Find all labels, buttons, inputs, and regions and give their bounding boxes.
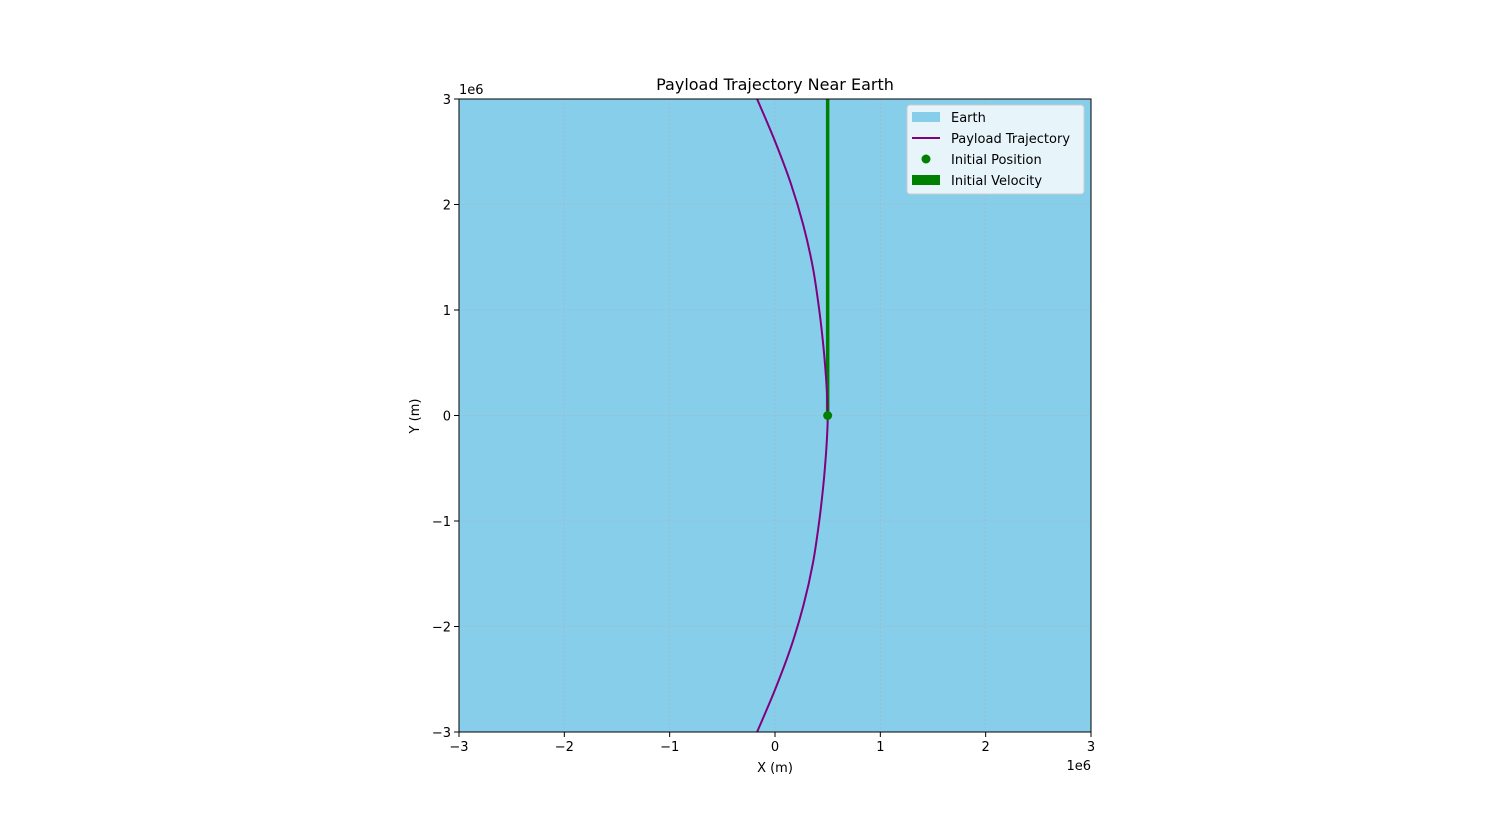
- y-tick-label: 1: [443, 304, 451, 319]
- y-axis-label: Y (m): [408, 399, 423, 435]
- legend-box: [906, 104, 1085, 195]
- y-tick-label: −3: [432, 726, 451, 741]
- legend-label: Earth: [951, 111, 986, 126]
- x-tick-label: 0: [771, 740, 779, 755]
- x-tick-label: 2: [982, 740, 990, 755]
- legend-item-earth: Earth: [912, 111, 986, 126]
- y-tick-label: 2: [443, 199, 451, 214]
- y-tick-label: −2: [432, 621, 451, 636]
- x-axis-label: X (m): [757, 761, 793, 776]
- axes: −3 −2 −1 0 1 2 3 −3 −2 −1 0 1 2 3: [432, 93, 1095, 755]
- y-tick-label: −1: [432, 515, 451, 530]
- plot-content: [756, 99, 833, 732]
- legend-swatch: [912, 175, 940, 185]
- legend-item-initial-position: Initial Position: [921, 153, 1042, 168]
- x-tick-label: −1: [660, 740, 679, 755]
- plot-area: [458, 98, 1092, 733]
- x-axis-offset: 1e6: [1066, 759, 1091, 774]
- x-tick-label: −2: [555, 740, 574, 755]
- y-tick-label: 0: [443, 410, 451, 425]
- chart-title: Payload Trajectory Near Earth: [656, 75, 894, 94]
- legend-swatch: [921, 154, 931, 164]
- legend-label: Payload Trajectory: [951, 132, 1070, 147]
- x-tick-label: 1: [876, 740, 884, 755]
- legend-item-initial-velocity: Initial Velocity: [912, 174, 1042, 189]
- y-tick-label: 3: [443, 93, 451, 108]
- x-tick-label: 3: [1087, 740, 1095, 755]
- legend-swatch: [912, 112, 940, 122]
- legend-label: Initial Velocity: [951, 174, 1042, 189]
- legend: Earth Payload Trajectory Initial Position I…: [906, 104, 1085, 195]
- legend-label: Initial Position: [951, 153, 1042, 168]
- y-axis-offset: 1e6: [459, 83, 484, 98]
- initial-position-marker: [823, 411, 833, 420]
- x-tick-label: −3: [449, 740, 468, 755]
- legend-item-trajectory: Payload Trajectory: [912, 132, 1070, 147]
